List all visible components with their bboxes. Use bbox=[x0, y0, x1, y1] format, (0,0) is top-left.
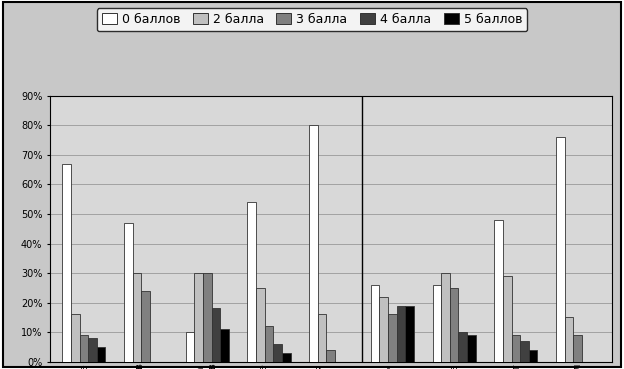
Bar bbox=[388, 314, 397, 362]
Bar bbox=[62, 164, 71, 362]
Bar bbox=[503, 276, 512, 362]
Bar bbox=[79, 335, 88, 362]
Bar bbox=[450, 288, 459, 362]
Bar bbox=[397, 306, 406, 362]
Bar bbox=[212, 308, 220, 362]
Bar bbox=[282, 353, 291, 362]
Bar bbox=[273, 344, 282, 362]
Bar bbox=[220, 329, 229, 362]
Bar bbox=[467, 335, 475, 362]
Bar bbox=[256, 288, 265, 362]
Bar bbox=[186, 332, 194, 362]
Bar bbox=[326, 350, 335, 362]
Bar bbox=[309, 125, 318, 362]
Bar bbox=[379, 297, 388, 362]
Bar bbox=[573, 335, 582, 362]
Bar bbox=[441, 273, 450, 362]
Bar bbox=[265, 326, 273, 362]
Bar bbox=[529, 350, 537, 362]
Bar bbox=[71, 314, 79, 362]
Bar bbox=[459, 332, 467, 362]
Bar bbox=[512, 335, 520, 362]
Bar bbox=[88, 338, 97, 362]
Bar bbox=[520, 341, 529, 362]
Bar bbox=[97, 347, 105, 362]
Bar bbox=[124, 223, 133, 362]
Bar bbox=[565, 317, 573, 362]
Bar bbox=[194, 273, 203, 362]
Bar bbox=[203, 273, 212, 362]
Bar bbox=[494, 220, 503, 362]
Bar bbox=[141, 291, 150, 362]
Bar bbox=[371, 285, 379, 362]
Bar bbox=[133, 273, 141, 362]
Bar bbox=[406, 306, 414, 362]
Legend: 0 баллов, 2 балла, 3 балла, 4 балла, 5 баллов: 0 баллов, 2 балла, 3 балла, 4 балла, 5 б… bbox=[97, 8, 527, 31]
Bar bbox=[318, 314, 326, 362]
Bar bbox=[432, 285, 441, 362]
Bar bbox=[556, 137, 565, 362]
Bar bbox=[247, 202, 256, 362]
